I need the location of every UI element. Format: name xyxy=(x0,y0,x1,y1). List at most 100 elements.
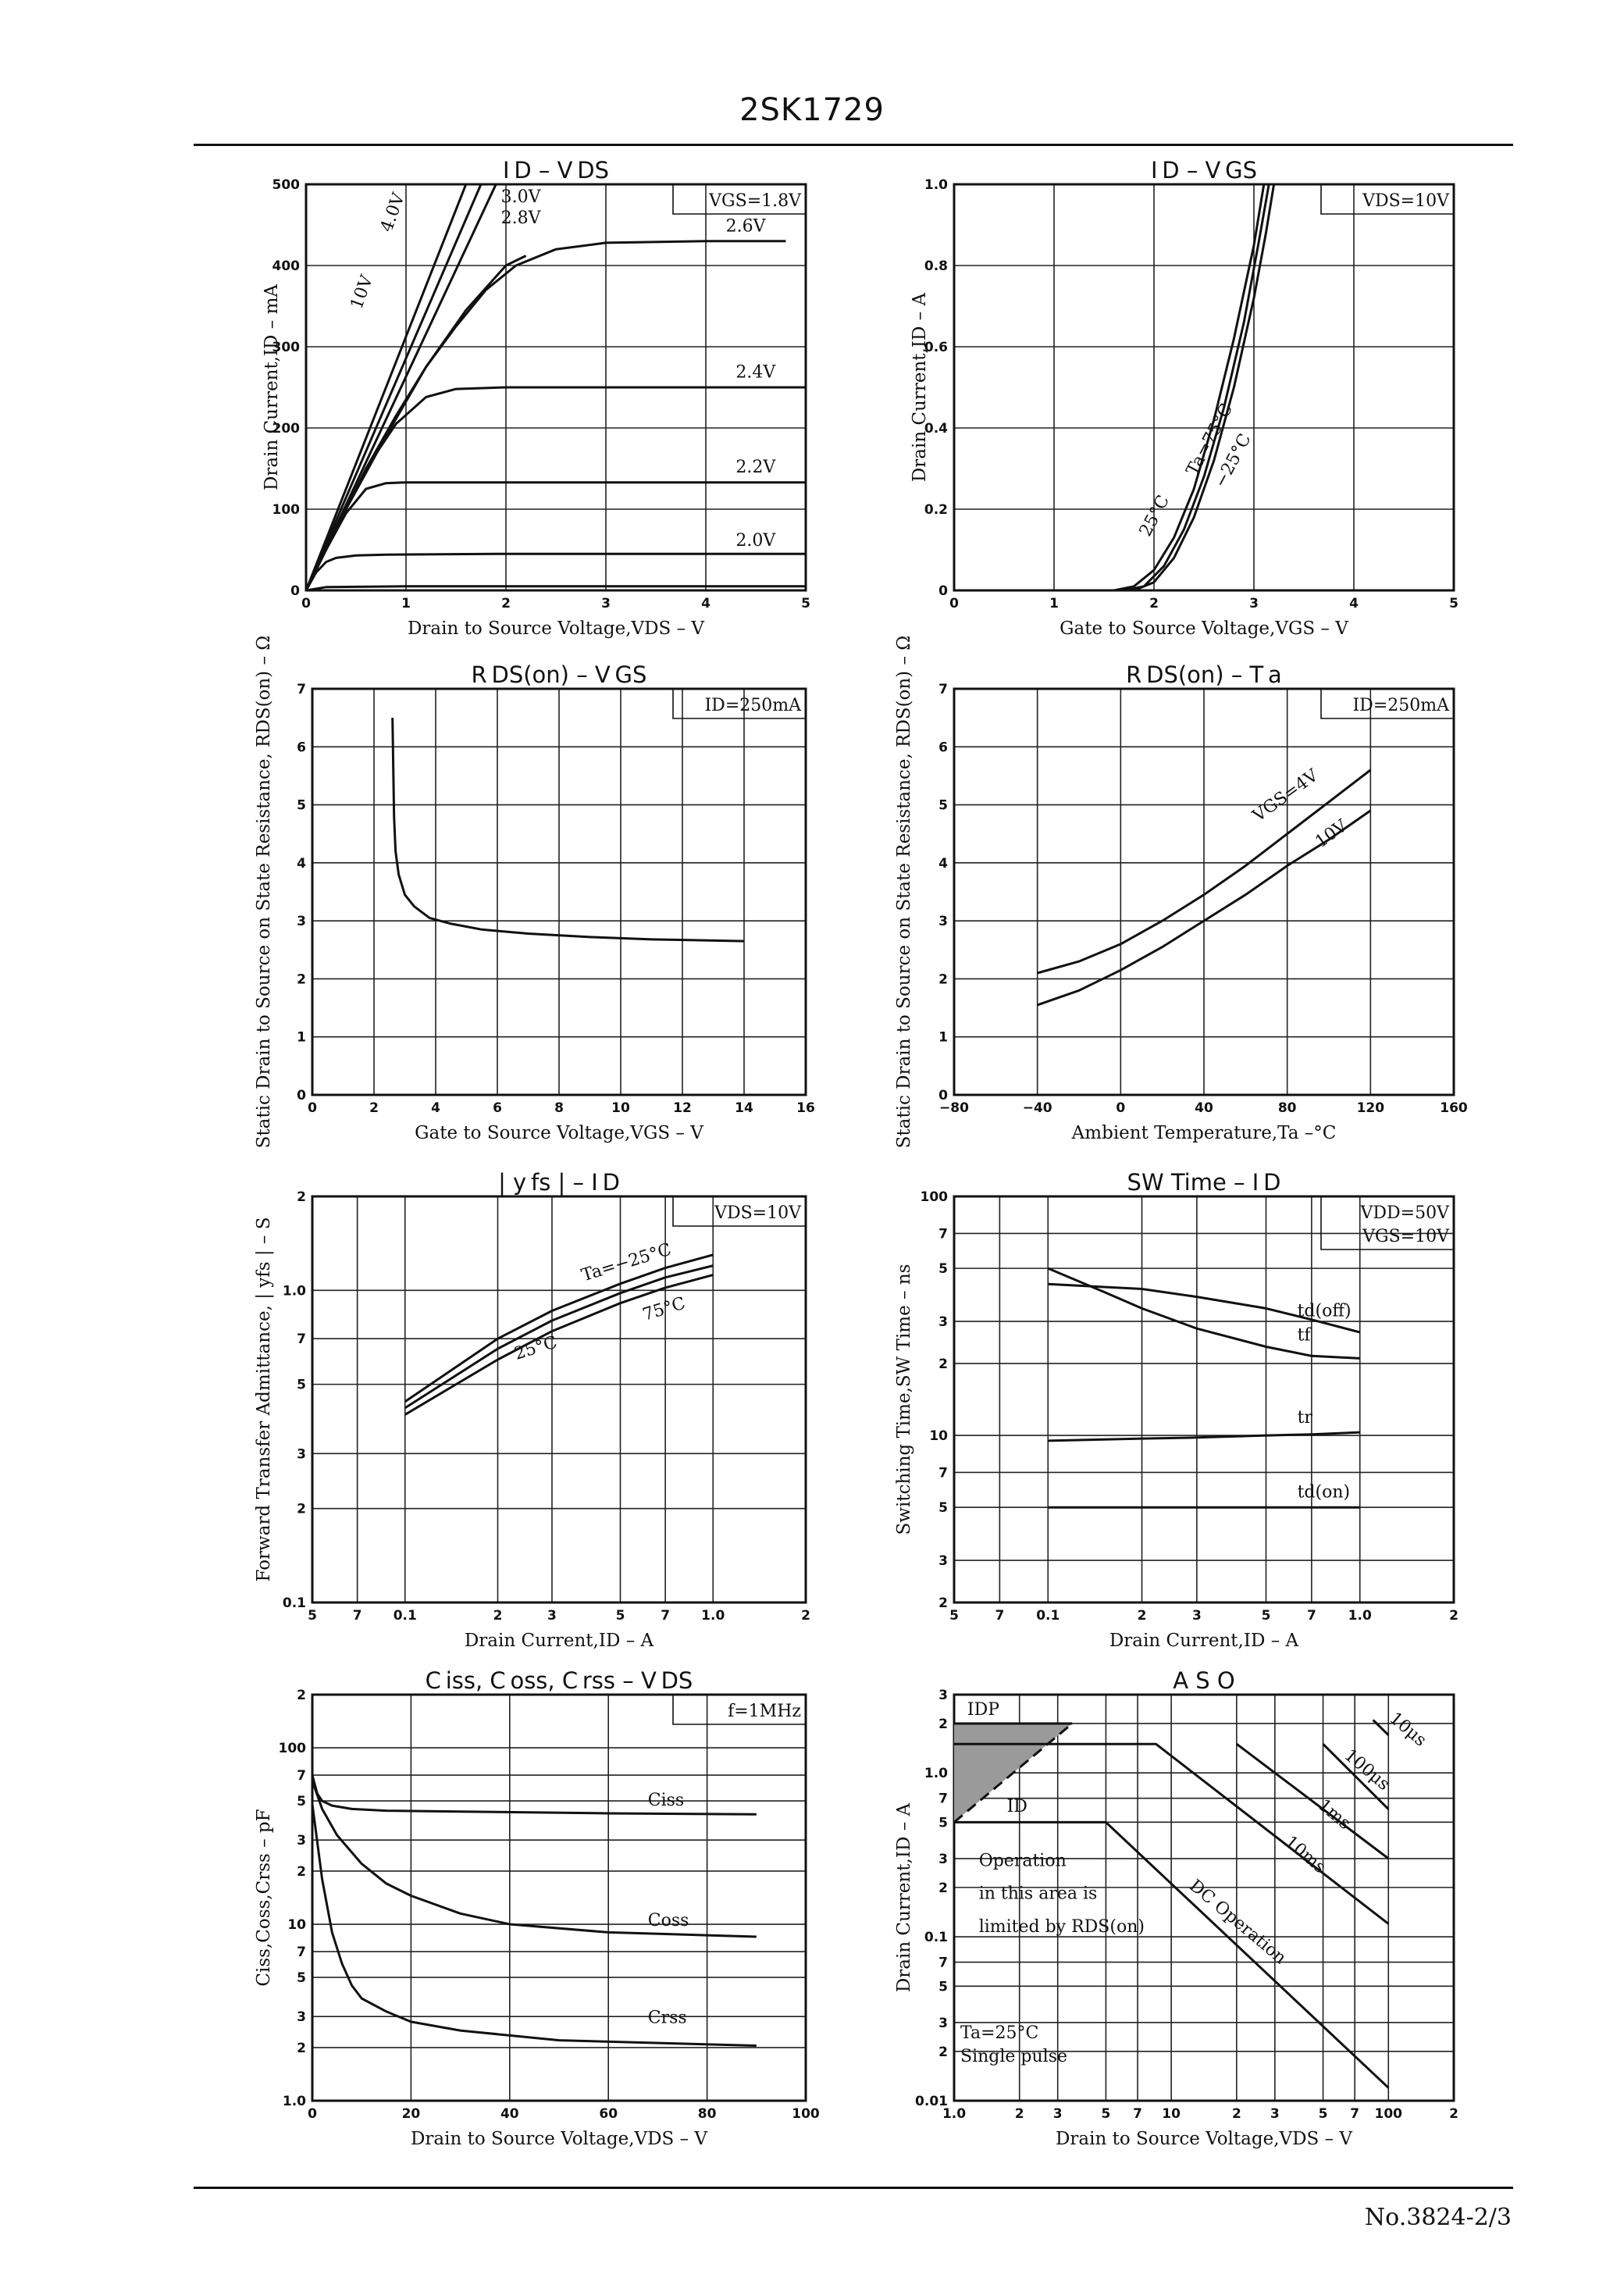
y-tick-label: 0 xyxy=(297,1088,306,1103)
series-line xyxy=(954,1742,1390,1925)
chart-c1: 0 1 2 3 4 5 0 100 200 300 400 500 I D – V DS Drain to… xyxy=(262,157,810,639)
series-line xyxy=(311,1780,757,1938)
chart-title: I D – V GS xyxy=(1151,157,1257,184)
series-annotation: in this area is xyxy=(979,1884,1098,1904)
series-line xyxy=(304,481,806,591)
chart-c4: −80 −40 0 40 80 120 160 0 1 2 3 4 5 6 7 R DS(on) – T a A… xyxy=(894,636,1468,1149)
series-line xyxy=(304,255,527,591)
x-tick-label: 7 xyxy=(995,1608,1004,1624)
y-tick-label: 5 xyxy=(938,1815,948,1831)
document-title: 2SK1729 xyxy=(739,92,885,128)
plot-frame xyxy=(311,1195,807,1604)
y-tick-label: 5 xyxy=(297,1970,306,1986)
x-tick-label: 3 xyxy=(547,1608,557,1624)
plot-frame xyxy=(953,1195,1455,1604)
series-line xyxy=(391,718,745,943)
x-tick-label: 120 xyxy=(1357,1100,1385,1116)
y-tick-label: 7 xyxy=(297,1945,306,1960)
x-tick-label: 1.0 xyxy=(701,1608,725,1624)
chart-c2: 0 1 2 3 4 5 0 0.2 0.4 0.6 0.8 1.0 I D – V GS Gate to … xyxy=(910,157,1458,639)
series-line xyxy=(404,1253,714,1403)
x-axis-label: Drain to Source Voltage,VDS – V xyxy=(411,2129,707,2149)
plot-frame xyxy=(311,1693,807,2102)
x-tick-label: 100 xyxy=(1375,2106,1403,2122)
x-tick-label: 3 xyxy=(601,596,611,611)
y-tick-label: 7 xyxy=(297,1332,306,1347)
series-line xyxy=(1037,809,1372,1007)
y-tick-label: 6 xyxy=(297,740,306,755)
info-box xyxy=(672,184,806,215)
y-tick-label: 10 xyxy=(929,1428,948,1444)
chart-title: | y fs | – I D xyxy=(498,1169,620,1196)
series-line xyxy=(304,184,497,591)
series-annotation: limited by RDS(on) xyxy=(979,1917,1145,1937)
y-tick-label: 0.4 xyxy=(924,421,948,437)
x-axis-label: Drain Current,ID – A xyxy=(1109,1631,1299,1651)
y-tick-label: 2 xyxy=(938,1881,948,1896)
series-annotation: tf xyxy=(1298,1325,1312,1345)
series-annotation: Crss xyxy=(648,2009,687,2028)
series-annotation: 2.0V xyxy=(735,531,776,551)
y-tick-label: 5 xyxy=(938,1979,948,1995)
y-tick-label: 2 xyxy=(297,1688,306,1703)
x-tick-label: 3 xyxy=(1192,1608,1202,1624)
y-tick-label: 2 xyxy=(938,1595,948,1611)
x-tick-label: 1 xyxy=(401,596,411,611)
series-line xyxy=(311,1803,757,2047)
y-tick-label: 0 xyxy=(938,1088,948,1103)
y-tick-label: 5 xyxy=(938,798,948,814)
x-tick-label: 2 xyxy=(801,1608,810,1624)
y-tick-label: 5 xyxy=(938,1261,948,1277)
y-tick-label: 1 xyxy=(938,1030,948,1046)
x-tick-label: 10 xyxy=(1162,2106,1181,2122)
x-tick-label: 5 xyxy=(801,596,810,611)
series-annotation: 75°C xyxy=(640,1294,688,1325)
y-tick-label: 10 xyxy=(287,1917,306,1933)
x-tick-label: 2 xyxy=(493,1608,503,1624)
x-tick-label: 1.0 xyxy=(942,2106,966,2122)
series-annotation: Ciss xyxy=(648,1791,684,1810)
info-label: VDD=50V xyxy=(1360,1203,1451,1223)
y-axis-label: Drain Current,ID – A xyxy=(894,1802,914,1992)
info-label: Ta=25°C xyxy=(960,2023,1038,2043)
x-tick-label: 4 xyxy=(701,596,710,611)
chart-c8: 1.0 2 3 5 7 10 2 3 5 7 100 2 0.01 2 3 5 7 0.1 2 3 5 7 1.0 2 3 A S… xyxy=(894,1667,1458,2149)
series-annotation: DC Operation xyxy=(1185,1876,1290,1968)
x-tick-label: 7 xyxy=(1307,1608,1316,1624)
x-axis-label: Ambient Temperature,Ta –°C xyxy=(1071,1123,1337,1143)
info-label: VDS=10V xyxy=(1362,191,1450,211)
y-axis-label: Forward Transfer Admittance, | yfs | – S xyxy=(254,1217,274,1582)
chart-title: R DS(on) – V GS xyxy=(472,661,647,688)
x-tick-label: −40 xyxy=(1023,1100,1052,1116)
x-tick-label: 0 xyxy=(1116,1100,1125,1116)
chart-title: R DS(on) – T a xyxy=(1126,661,1282,688)
y-tick-label: 3 xyxy=(297,1833,306,1848)
x-tick-label: 4 xyxy=(1349,596,1359,611)
x-axis-label: Drain Current,ID – A xyxy=(465,1631,654,1651)
y-tick-label: 2 xyxy=(297,1189,306,1205)
x-tick-label: 5 xyxy=(616,1608,625,1624)
y-tick-label: 100 xyxy=(921,1189,949,1205)
info-label: Single pulse xyxy=(960,2047,1067,2066)
y-tick-label: 2 xyxy=(297,2041,306,2056)
x-tick-label: 7 xyxy=(661,1608,670,1624)
page-number: No.3824-2/3 xyxy=(1364,2204,1512,2231)
y-tick-label: 0.1 xyxy=(924,1930,948,1945)
x-tick-label: 2 xyxy=(1138,1608,1147,1624)
y-axis-label: Switching Time,SW Time – ns xyxy=(894,1264,914,1535)
x-tick-label: 100 xyxy=(792,2106,820,2122)
x-tick-label: 0 xyxy=(301,596,311,611)
y-tick-label: 3 xyxy=(938,1688,948,1703)
bottom-rule xyxy=(194,2187,1513,2189)
series-line xyxy=(305,585,806,592)
y-tick-label: 0.2 xyxy=(924,502,948,518)
series-line xyxy=(1113,184,1266,592)
info-box xyxy=(1320,689,1454,719)
y-tick-label: 3 xyxy=(938,1852,948,1867)
y-tick-label: 7 xyxy=(938,1465,948,1481)
series-annotation: ID xyxy=(1007,1797,1027,1816)
info-label: ID=250mA xyxy=(704,696,802,715)
series-line xyxy=(304,184,483,591)
x-tick-label: 5 xyxy=(1319,2106,1328,2122)
